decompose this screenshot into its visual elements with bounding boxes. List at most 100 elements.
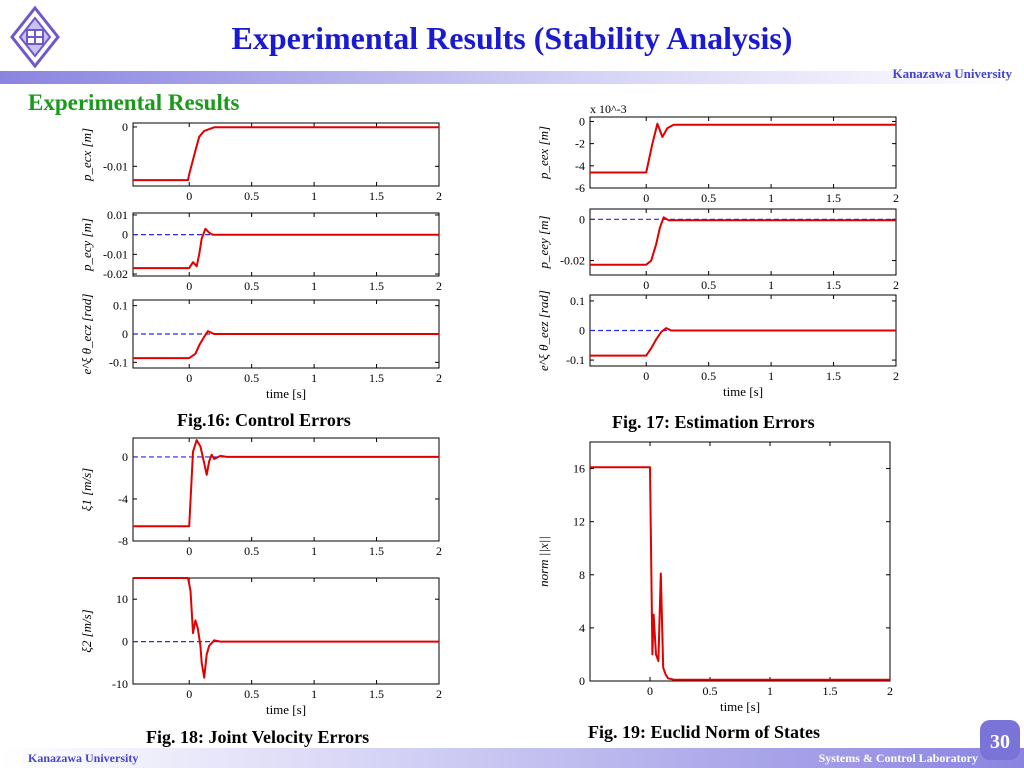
y-tick-label: 10 xyxy=(116,592,128,606)
caption-fig17: Fig. 17: Estimation Errors xyxy=(612,412,815,432)
caption-fig16: Fig.16: Control Errors xyxy=(177,410,351,430)
x-tick-label: 0.5 xyxy=(703,684,718,698)
y-axis-label: ξ1 [m/s] xyxy=(79,468,94,512)
x-tick-label: 1 xyxy=(311,279,317,293)
x-tick-label: 1.5 xyxy=(369,371,384,385)
x-tick-label: 0.5 xyxy=(244,544,259,558)
series-line xyxy=(133,227,439,270)
x-tick-label: 1 xyxy=(311,371,317,385)
x-tick-label: 0.5 xyxy=(701,278,716,292)
y-tick-label: 8 xyxy=(579,568,585,582)
y-tick-label: 0 xyxy=(122,120,128,134)
y-tick-label: -0.01 xyxy=(103,247,128,261)
header-university: Kanazawa University xyxy=(892,66,1012,81)
x-tick-label: 1.5 xyxy=(369,687,384,701)
university-logo xyxy=(10,5,60,69)
x-tick-label: 1 xyxy=(767,684,773,698)
y-axis-label: e^ξ θ_eez [rad] xyxy=(536,290,551,371)
y-axis-label: p_eey [m] xyxy=(536,215,551,269)
x-tick-label: 2 xyxy=(887,684,893,698)
y-axis-label: e^ξ θ_ecz [rad] xyxy=(79,294,94,375)
x-tick-label: 1 xyxy=(311,687,317,701)
y-tick-label: -4 xyxy=(575,159,585,173)
y-axis-label: norm ||x|| xyxy=(536,536,551,587)
y-tick-label: -0.02 xyxy=(560,254,585,268)
x-tick-label: 1.5 xyxy=(369,189,384,203)
x-tick-label: 1.5 xyxy=(826,369,841,383)
y-tick-label: -4 xyxy=(118,492,128,506)
footer-bar xyxy=(0,748,1024,768)
x-tick-label: 2 xyxy=(436,687,442,701)
series-line xyxy=(590,327,896,357)
x-tick-label: 1 xyxy=(768,191,774,205)
x-tick-label: 2 xyxy=(436,279,442,293)
y-tick-label: -0.01 xyxy=(103,159,128,173)
x-tick-label: 2 xyxy=(893,369,899,383)
chart-fig16b: 0.01 0 -0.01 -0.02 0 0.5 1 1.5 2 p_ecy [m] xyxy=(79,208,442,293)
x-tick-label: 1 xyxy=(311,189,317,203)
chart-fig17c: 0.1 0 -0.1 0 0.5 1 1.5 2 e^ξ θ_eez [rad] time [s] xyxy=(536,290,899,399)
x-tick-label: 1 xyxy=(768,278,774,292)
plot-frame xyxy=(132,212,440,277)
x-tick-label: 1.5 xyxy=(826,278,841,292)
chart-fig17b: 0 -0.02 0 0.5 1 1.5 2 p_eey [m] xyxy=(536,208,899,292)
page-number: 30 xyxy=(980,720,1020,760)
y-tick-label: -8 xyxy=(118,534,128,548)
y-axis-label: p_eex [m] xyxy=(536,126,551,180)
x-axis-label: time [s] xyxy=(720,699,760,714)
plot-frame xyxy=(132,437,440,542)
x-tick-label: 0 xyxy=(643,369,649,383)
x-tick-label: 0.5 xyxy=(701,191,716,205)
caption-fig19: Fig. 19: Euclid Norm of States xyxy=(588,722,820,742)
plot-frame xyxy=(589,116,897,189)
x-tick-label: 0.5 xyxy=(244,371,259,385)
y-axis-label: p_ecx [m] xyxy=(79,128,94,182)
axis-multiplier: x 10^-3 xyxy=(590,102,627,116)
x-tick-label: 0 xyxy=(186,687,192,701)
y-tick-label: 0.1 xyxy=(570,294,585,308)
y-tick-label: 0.01 xyxy=(107,208,128,222)
footer-university: Kanazawa University xyxy=(28,751,139,765)
x-tick-label: 1.5 xyxy=(823,684,838,698)
chart-fig18a: 0 -4 -8 0 0.5 1 1.5 2 ξ1 [m/s] xyxy=(79,437,442,558)
x-axis-label: time [s] xyxy=(266,386,306,401)
x-tick-label: 2 xyxy=(893,191,899,205)
chart-fig16a: 0 -0.01 0 0.5 1 1.5 2 p_ecx [m] xyxy=(79,120,442,203)
x-tick-label: 0.5 xyxy=(244,189,259,203)
series-line xyxy=(133,577,439,679)
plot-frame xyxy=(132,577,440,685)
chart-fig16c: 0.1 0 -0.1 0 0.5 1 1.5 2 e^ξ θ_ecz [rad] time [s] xyxy=(79,294,442,401)
chart-fig19: 0 4 8 12 16 0 0.5 1 1.5 2 norm ||x|| time [s] xyxy=(536,441,893,714)
x-tick-label: 0.5 xyxy=(244,687,259,701)
series-line xyxy=(590,466,890,681)
x-tick-label: 0 xyxy=(186,371,192,385)
x-tick-label: 1.5 xyxy=(826,191,841,205)
y-tick-label: 0 xyxy=(579,212,585,226)
y-tick-label: 0 xyxy=(579,114,585,128)
x-tick-label: 0 xyxy=(186,279,192,293)
x-tick-label: 2 xyxy=(436,544,442,558)
y-axis-label: ξ2 [m/s] xyxy=(79,609,94,653)
x-tick-label: 2 xyxy=(436,371,442,385)
y-tick-label: 16 xyxy=(573,462,585,476)
series-line xyxy=(590,216,896,266)
x-tick-label: 0.5 xyxy=(701,369,716,383)
y-tick-label: -0.1 xyxy=(566,353,585,367)
y-tick-label: -6 xyxy=(575,181,585,195)
x-tick-label: 2 xyxy=(893,278,899,292)
y-tick-label: 4 xyxy=(579,621,585,635)
section-title: Experimental Results xyxy=(28,90,240,115)
y-tick-label: -2 xyxy=(575,137,585,151)
series-line xyxy=(590,122,896,174)
y-tick-label: 0 xyxy=(579,674,585,688)
y-tick-label: 0 xyxy=(122,450,128,464)
series-line xyxy=(133,439,439,528)
caption-fig18: Fig. 18: Joint Velocity Errors xyxy=(146,727,370,747)
y-tick-label: -0.1 xyxy=(109,355,128,369)
chart-fig17a: 0 -2 -4 -6 0 0.5 1 1.5 2 p_eex [m] x 10^-3 xyxy=(536,102,899,205)
y-tick-label: 0 xyxy=(122,228,128,242)
x-tick-label: 0 xyxy=(186,544,192,558)
plot-frame xyxy=(589,441,891,682)
y-tick-label: 0.1 xyxy=(113,299,128,313)
